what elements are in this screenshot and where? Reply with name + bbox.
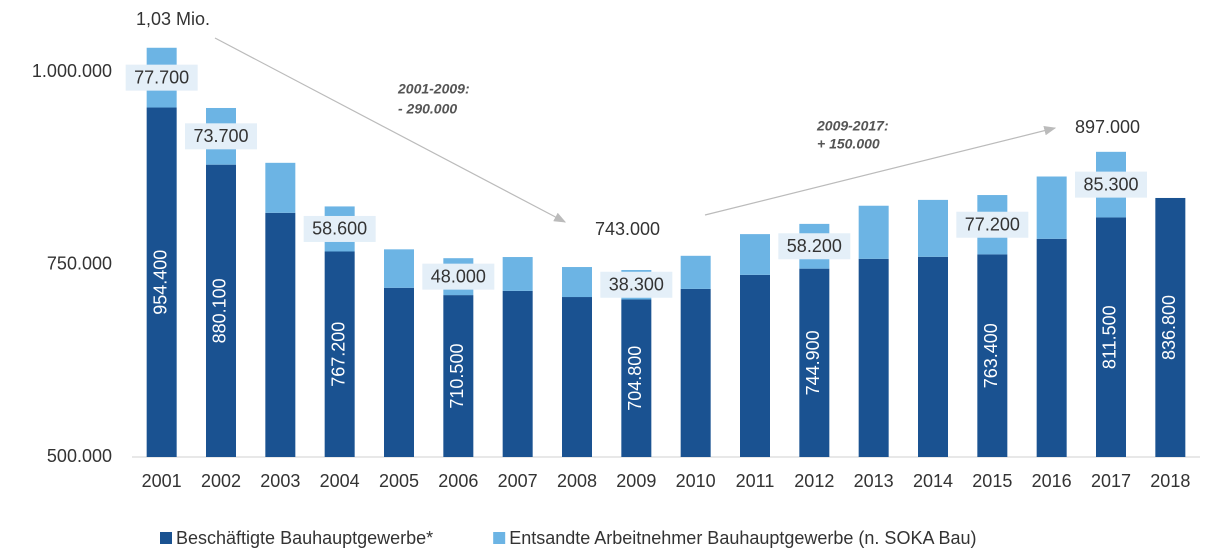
value-label-box bbox=[778, 233, 851, 260]
bar-segment bbox=[680, 288, 711, 457]
annotation: - 290.000 bbox=[398, 101, 457, 117]
x-tick-label: 2006 bbox=[438, 471, 478, 491]
annotation: 897.000 bbox=[1075, 117, 1140, 137]
value-label: 58.600 bbox=[312, 219, 367, 239]
bar-segment bbox=[384, 287, 414, 457]
value-label: 954.400 bbox=[150, 250, 170, 315]
bar-segment bbox=[918, 199, 948, 257]
bar-segment bbox=[206, 164, 236, 457]
legend-swatch bbox=[493, 532, 506, 544]
x-tick-label: 2017 bbox=[1091, 471, 1131, 491]
value-label: 744.900 bbox=[803, 330, 823, 395]
annotation: 743.000 bbox=[595, 219, 660, 239]
x-tick-label: 2005 bbox=[379, 471, 419, 491]
bar-segment bbox=[858, 205, 889, 259]
bar-segment bbox=[740, 234, 770, 275]
annotation: 2001-2009: bbox=[397, 81, 470, 97]
bar-segment bbox=[1096, 217, 1126, 457]
bar-segment bbox=[680, 255, 711, 289]
x-tick-label: 2016 bbox=[1032, 471, 1072, 491]
bar-segment bbox=[799, 268, 830, 457]
bar-segment bbox=[1036, 176, 1067, 239]
legend-swatch bbox=[160, 532, 172, 544]
legend-label: Entsandte Arbeitnehmer Bauhauptgewerbe (… bbox=[509, 528, 976, 548]
x-tick-label: 2014 bbox=[913, 471, 953, 491]
x-tick-label: 2015 bbox=[972, 471, 1012, 491]
value-label: 58.200 bbox=[787, 236, 842, 256]
bar-segment bbox=[146, 107, 177, 458]
y-tick-label: 500.000 bbox=[47, 446, 112, 466]
trend-arrow bbox=[704, 125, 1057, 216]
bar-segment bbox=[858, 258, 889, 457]
value-label: 767.200 bbox=[328, 322, 348, 387]
x-tick-label: 2002 bbox=[201, 471, 241, 491]
value-label: 77.700 bbox=[134, 67, 189, 87]
bar-segment bbox=[502, 290, 533, 457]
x-tick-label: 2009 bbox=[616, 471, 656, 491]
bar-segment bbox=[977, 254, 1008, 457]
x-tick-label: 2003 bbox=[260, 471, 300, 491]
value-label-box bbox=[600, 271, 673, 298]
bar-segment bbox=[1155, 197, 1186, 457]
value-label-box bbox=[1075, 171, 1147, 198]
value-label: 836.800 bbox=[1159, 295, 1179, 360]
x-tick-label: 2011 bbox=[736, 471, 775, 491]
value-label: 73.700 bbox=[193, 126, 248, 146]
x-tick-label: 2010 bbox=[676, 471, 716, 491]
trend-arrow bbox=[214, 37, 567, 223]
value-label-box bbox=[956, 211, 1029, 238]
value-label: 880.100 bbox=[210, 278, 230, 343]
value-label: 704.800 bbox=[625, 346, 645, 411]
value-label-box bbox=[125, 64, 198, 91]
x-tick-label: 2001 bbox=[142, 471, 182, 491]
bar-segment bbox=[740, 274, 770, 457]
x-tick-label: 2013 bbox=[854, 471, 894, 491]
bar-segment bbox=[562, 297, 592, 457]
value-label: 710.500 bbox=[447, 344, 467, 409]
bar-segment bbox=[621, 299, 652, 457]
bar-segment bbox=[265, 212, 296, 457]
bar-segment bbox=[443, 295, 474, 457]
x-tick-label: 2004 bbox=[320, 471, 360, 491]
legend-label: Beschäftigte Bauhauptgewerbe* bbox=[176, 528, 433, 548]
y-tick-label: 750.000 bbox=[47, 253, 112, 273]
annotation: + 150.000 bbox=[817, 136, 880, 152]
value-label-box bbox=[422, 263, 495, 290]
value-label: 38.300 bbox=[609, 275, 664, 295]
x-tick-label: 2008 bbox=[557, 471, 597, 491]
bar-segment bbox=[265, 162, 296, 213]
bar-segment bbox=[918, 256, 948, 457]
value-label: 48.000 bbox=[431, 266, 486, 286]
bar-segment bbox=[502, 257, 533, 291]
bar-segment bbox=[384, 249, 414, 288]
value-label: 85.300 bbox=[1083, 174, 1138, 194]
value-label: 763.400 bbox=[981, 323, 1001, 388]
x-tick-label: 2007 bbox=[498, 471, 538, 491]
value-label-box bbox=[303, 215, 376, 242]
value-label: 811.500 bbox=[1100, 305, 1120, 369]
bar-segment bbox=[324, 251, 355, 457]
y-tick-label: 1.000.000 bbox=[32, 61, 112, 81]
value-label: 77.200 bbox=[965, 214, 1020, 234]
value-label-box bbox=[185, 123, 257, 150]
annotation: 2009-2017: bbox=[816, 118, 889, 134]
annotation: 1,03 Mio. bbox=[136, 9, 210, 29]
x-tick-label: 2012 bbox=[794, 471, 834, 491]
x-tick-label: 2018 bbox=[1150, 471, 1190, 491]
bar-segment bbox=[1036, 238, 1067, 457]
bar-segment bbox=[562, 267, 592, 298]
